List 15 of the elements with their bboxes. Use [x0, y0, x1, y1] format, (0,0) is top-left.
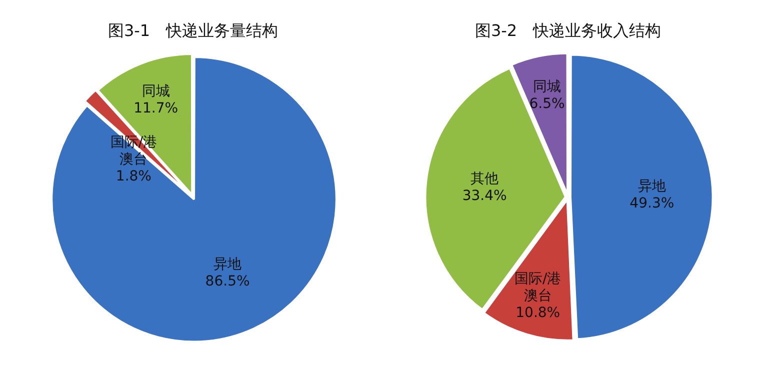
data-label: 11.7%: [134, 100, 178, 117]
data-label: 49.3%: [630, 195, 674, 212]
slice-label: 国际/港澳台: [514, 270, 562, 304]
data-label: 10.8%: [516, 304, 560, 321]
data-label: 1.8%: [116, 168, 152, 185]
data-label: 86.5%: [205, 274, 250, 290]
slice-label: 同城: [142, 84, 170, 100]
slice-label: 异地: [638, 178, 666, 194]
slice-label: 同城: [533, 78, 562, 95]
chart-title: 图3-2 快递业务收入结构: [474, 20, 662, 40]
data-label: 6.5%: [529, 96, 565, 112]
data-label: 33.4%: [462, 188, 507, 204]
chart-title: 图3-1 快递业务量结构: [108, 20, 278, 40]
slice-label: 其他: [470, 170, 499, 187]
slice-label: 异地: [214, 256, 242, 273]
